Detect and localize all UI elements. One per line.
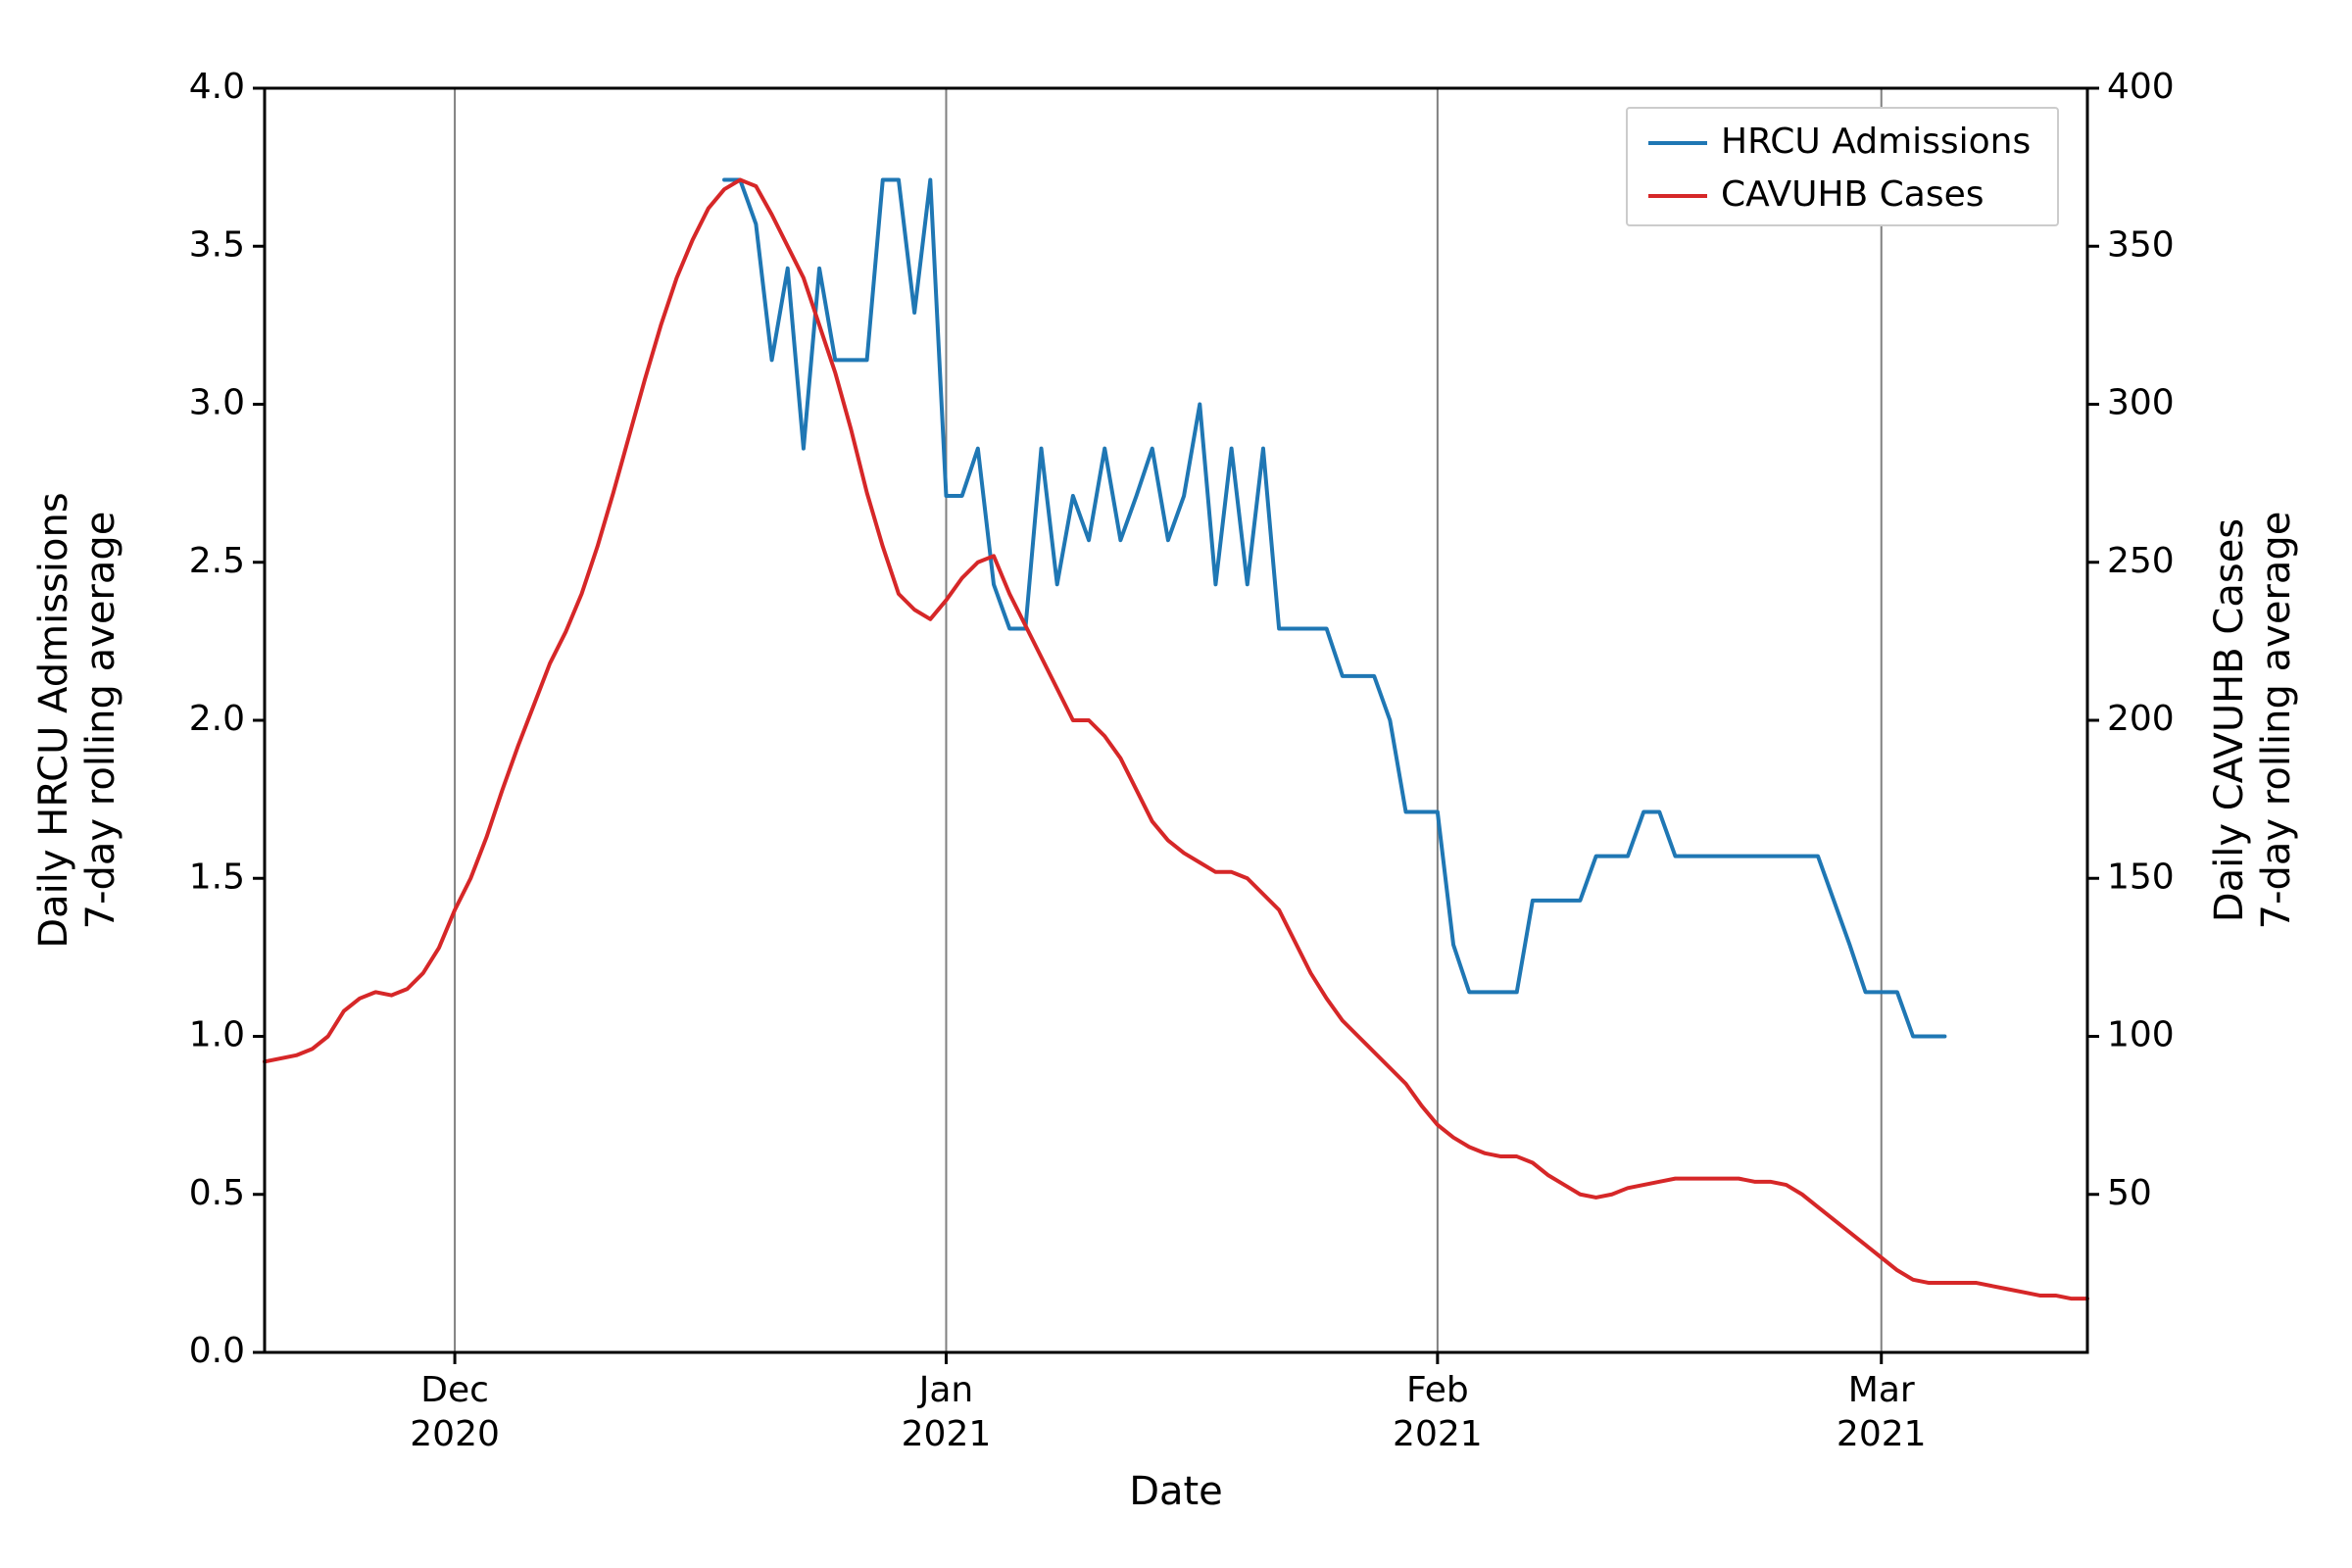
y-left-ticklabel: 1.0 <box>189 1015 245 1055</box>
y-left-ticklabel: 4.0 <box>189 67 245 107</box>
y-right-ticklabel: 350 <box>2107 224 2175 265</box>
y-left-axis-label-line1: Daily HRCU Admissions <box>31 492 76 948</box>
x-ticklabel-month: Feb <box>1406 1370 1469 1410</box>
chart-svg: 0.0 0.5 1.0 1.5 2.0 2.5 3.0 3.5 4.0 50 100 150 200 25… <box>0 0 2352 1568</box>
y-right-axis-label-line2: 7-day rolling average <box>2254 512 2299 930</box>
y-right-ticklabel: 200 <box>2107 699 2175 739</box>
y-left-ticklabel: 3.5 <box>189 224 245 265</box>
y-right-ticklabel: 100 <box>2107 1015 2175 1055</box>
x-axis-label: Date <box>1129 1469 1223 1514</box>
y-left-ticklabel: 2.5 <box>189 541 245 581</box>
x-ticklabel-year: 2021 <box>1837 1414 1927 1454</box>
x-ticklabel-year: 2021 <box>1393 1414 1483 1454</box>
x-ticklabel-year: 2020 <box>410 1414 500 1454</box>
y-left-ticklabel: 0.0 <box>189 1331 245 1371</box>
y-left-ticklabel: 2.0 <box>189 699 245 739</box>
y-left-axis-label-line2: 7-day rolling average <box>78 512 123 930</box>
y-left-ticklabel: 3.0 <box>189 383 245 423</box>
legend: HRCU Admissions CAVUHB Cases <box>1627 108 2058 225</box>
y-right-ticklabel: 50 <box>2107 1173 2152 1213</box>
y-left-ticklabel: 1.5 <box>189 857 245 897</box>
legend-item-label: HRCU Admissions <box>1721 122 2031 162</box>
y-right-ticklabel: 150 <box>2107 857 2175 897</box>
y-left-ticklabel: 0.5 <box>189 1173 245 1213</box>
legend-item-label: CAVUHB Cases <box>1721 174 1984 215</box>
y-right-ticklabel: 300 <box>2107 383 2175 423</box>
x-ticklabel-year: 2021 <box>902 1414 992 1454</box>
y-right-ticklabel: 400 <box>2107 67 2175 107</box>
x-ticklabel-month: Mar <box>1848 1370 1915 1410</box>
y-right-ticklabel: 250 <box>2107 541 2175 581</box>
y-right-axis-label-line1: Daily CAVUHB Cases <box>2207 518 2252 922</box>
x-ticklabel-month: Jan <box>917 1370 974 1410</box>
chart-container: 0.0 0.5 1.0 1.5 2.0 2.5 3.0 3.5 4.0 50 100 150 200 25… <box>0 0 2352 1568</box>
chart-background <box>0 0 2352 1568</box>
x-ticklabel-month: Dec <box>420 1370 489 1410</box>
